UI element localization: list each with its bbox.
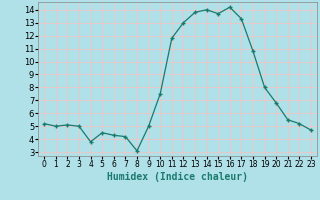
X-axis label: Humidex (Indice chaleur): Humidex (Indice chaleur) [107, 172, 248, 182]
